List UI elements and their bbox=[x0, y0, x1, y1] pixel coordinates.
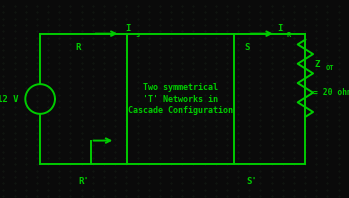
Bar bbox=[127, 34, 234, 164]
Text: = 20 ohm: = 20 ohm bbox=[313, 88, 349, 97]
Text: Z: Z bbox=[314, 60, 319, 69]
Text: s: s bbox=[135, 32, 139, 38]
Text: 12 V: 12 V bbox=[0, 94, 18, 104]
Text: S: S bbox=[244, 43, 250, 52]
Text: I: I bbox=[126, 24, 131, 33]
Text: I: I bbox=[277, 24, 283, 33]
Text: OT: OT bbox=[326, 65, 334, 71]
Text: R: R bbox=[287, 32, 291, 38]
Text: Two symmetrical
'T' Networks in
Cascade Configuration: Two symmetrical 'T' Networks in Cascade … bbox=[128, 83, 233, 115]
Text: R: R bbox=[76, 43, 81, 52]
Text: R': R' bbox=[79, 177, 89, 186]
Text: S': S' bbox=[246, 177, 257, 186]
